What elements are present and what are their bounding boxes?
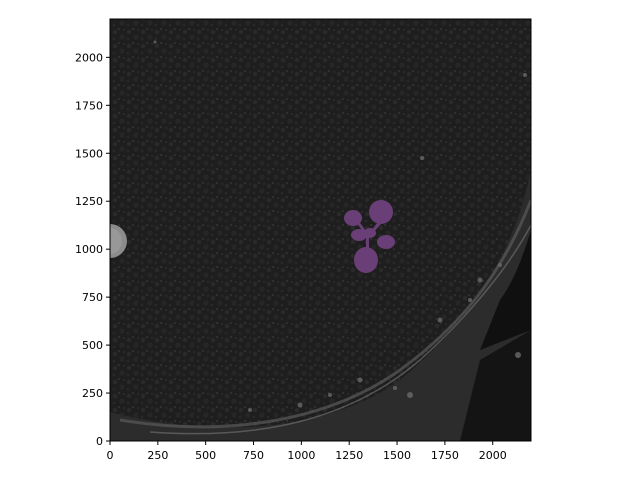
y-tick-label: 1000: [75, 243, 103, 256]
plant-mask: [344, 200, 395, 273]
y-tick-label: 0: [96, 435, 103, 448]
y-tick-label: 1500: [75, 147, 103, 160]
x-tick-label: 1000: [287, 449, 315, 462]
x-tick-label: 2000: [479, 449, 507, 462]
x-tick-label: 1250: [335, 449, 363, 462]
y-tick-label: 2000: [75, 51, 103, 64]
y-tick-label: 750: [82, 291, 103, 304]
x-axis: 0 250 500 750 1000 1250 1500 1750 2000: [107, 441, 507, 462]
x-tick-label: 750: [243, 449, 264, 462]
soil-image: [110, 19, 531, 441]
y-tick-label: 500: [82, 339, 103, 352]
plot-frame: [109, 18, 532, 442]
y-tick-label: 1750: [75, 99, 103, 112]
x-tick-label: 1500: [383, 449, 411, 462]
y-axis: 0 250 500 750 1000 1250 1500 1750 2000: [75, 51, 110, 448]
x-tick-label: 1750: [431, 449, 459, 462]
x-tick-label: 0: [107, 449, 114, 462]
x-tick-label: 250: [147, 449, 168, 462]
x-tick-label: 500: [195, 449, 216, 462]
y-tick-label: 1250: [75, 195, 103, 208]
y-tick-label: 250: [82, 387, 103, 400]
